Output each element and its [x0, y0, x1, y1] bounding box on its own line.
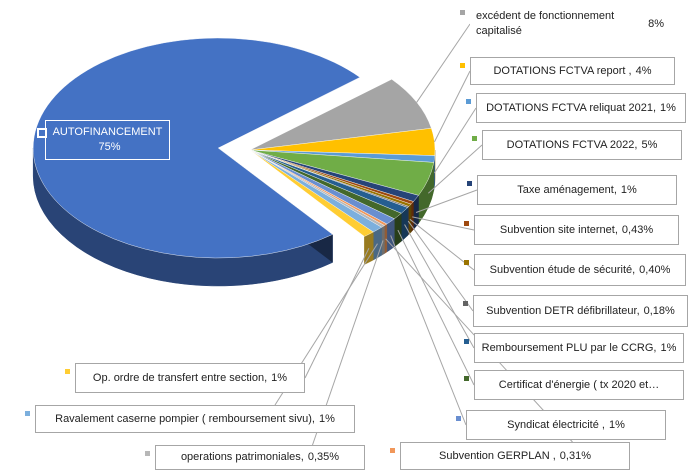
category-label: Subvention GERPLAN , — [439, 449, 556, 462]
value-label: 1% — [271, 371, 288, 384]
leader-line — [404, 224, 475, 349]
data-label: Subvention étude de sécurité, 0,40% — [474, 254, 686, 286]
category-label: Taxe aménagement, — [517, 183, 617, 196]
leader-line — [397, 229, 475, 386]
data-label: Remboursement PLU par le CCRG, 1% — [474, 333, 684, 363]
leader-line — [407, 220, 474, 312]
value-label: 5% — [641, 138, 658, 151]
category-label: AUTOFINANCEMENT — [52, 126, 163, 138]
legend-marker — [464, 376, 469, 381]
data-label: excédent de fonctionnement capitalisé 8% — [470, 4, 670, 44]
slice — [249, 79, 432, 151]
value-label: 0,31% — [559, 449, 591, 462]
legend-marker — [466, 99, 471, 104]
value-label: 75% — [98, 141, 121, 153]
slice-side — [381, 225, 385, 256]
legend-marker — [467, 181, 472, 186]
leader-line — [433, 107, 477, 174]
category-label: DOTATIONS FCTVA report , — [493, 64, 632, 77]
legend-marker — [460, 63, 465, 68]
legend-marker — [464, 339, 469, 344]
value-label: 1% — [620, 183, 637, 196]
data-label: Taxe aménagement, 1% — [477, 175, 677, 205]
category-label: DOTATIONS FCTVA reliquat 2021, — [486, 101, 657, 114]
slice-side — [384, 223, 388, 255]
data-label: Subvention DETR défibrillateur, 0,18% — [473, 295, 688, 327]
data-label: DOTATIONS FCTVA report , 4% — [470, 57, 675, 85]
value-label: 0,35% — [307, 451, 340, 463]
data-label: DOTATIONS FCTVA reliquat 2021, 1% — [476, 93, 686, 123]
leader-line — [412, 216, 475, 231]
category-label: Subvention étude de sécurité, — [489, 263, 636, 276]
legend-marker — [472, 136, 477, 141]
value-label: 1% — [660, 341, 677, 354]
legend-marker — [463, 301, 468, 306]
leader-line — [416, 23, 471, 103]
legend-marker — [145, 451, 150, 456]
category-label: excédent de fonctionnement capitalisé — [476, 10, 615, 37]
slice — [32, 37, 361, 259]
legend-marker — [464, 260, 469, 265]
leader-line — [409, 218, 475, 271]
data-label: AUTOFINANCEMENT 75% — [45, 120, 170, 160]
leader-line — [415, 189, 478, 213]
legend-marker — [456, 416, 461, 421]
category-label: Subvention DETR défibrillateur, — [486, 304, 640, 317]
category-label: DOTATIONS FCTVA 2022, — [506, 138, 638, 151]
slice-side — [364, 231, 374, 265]
value-label: 0,40% — [639, 263, 671, 276]
legend-marker — [464, 221, 469, 226]
data-label: Subvention GERPLAN , 0,31% — [400, 442, 630, 470]
category-label: Remboursement PLU par le CCRG, — [481, 341, 657, 354]
data-label: Subvention site internet, 0,43% — [474, 215, 679, 245]
value-label: 1% — [660, 101, 676, 114]
data-label: operations patrimoniales, 0,35% — [155, 445, 365, 470]
value-label: 1% — [318, 412, 335, 425]
leader-line — [427, 144, 483, 194]
legend-marker — [25, 411, 30, 416]
value-label: 8% — [648, 17, 664, 30]
leader-line — [390, 235, 467, 426]
category-label: Ravalement caserne pompier ( rembourseme… — [55, 412, 315, 425]
category-label: Syndicat électricité , — [507, 418, 605, 431]
slice — [249, 149, 374, 237]
slice-side — [394, 212, 402, 248]
legend-marker — [65, 369, 70, 374]
leader-line — [434, 70, 471, 143]
value-label: 0,18% — [643, 304, 675, 317]
data-label: DOTATIONS FCTVA 2022, 5% — [482, 130, 682, 160]
data-label: Op. ordre de transfert entre section, 1% — [75, 363, 305, 393]
legend-marker — [460, 10, 465, 15]
value-label: 1% — [608, 418, 625, 431]
data-label: Ravalement caserne pompier ( rembourseme… — [35, 405, 355, 433]
data-label: Certificat d'énergie ( tx 2020 et… — [474, 370, 684, 400]
category-label: Subvention site internet, — [499, 223, 618, 236]
legend-marker — [37, 128, 47, 138]
legend-marker — [390, 448, 395, 453]
data-label: Syndicat électricité , 1% — [466, 410, 666, 440]
value-label: 0,43% — [621, 223, 654, 236]
value-label: 4% — [635, 64, 652, 77]
category-label: operations patrimoniales, — [180, 451, 304, 463]
leader-line — [304, 248, 370, 379]
category-label: Op. ordre de transfert entre section, — [92, 371, 268, 384]
category-label: Certificat d'énergie ( tx 2020 et… — [498, 378, 660, 391]
